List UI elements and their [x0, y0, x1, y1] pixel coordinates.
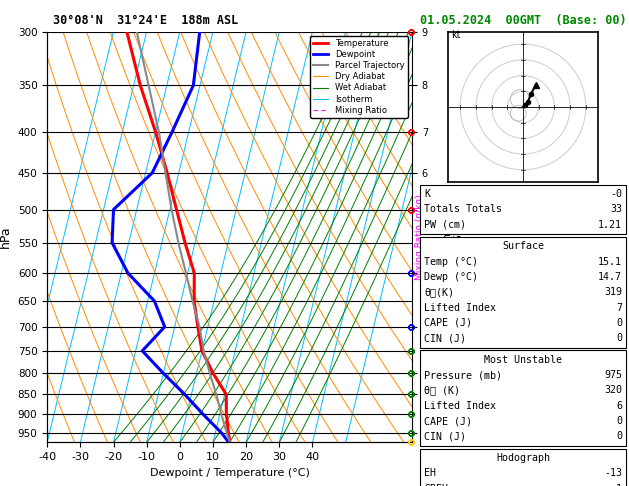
Text: θᴄ(K): θᴄ(K) — [424, 287, 454, 297]
Text: Mixing Ratio (g/kg): Mixing Ratio (g/kg) — [415, 194, 424, 280]
Text: 0: 0 — [616, 416, 622, 426]
Text: EH: EH — [424, 469, 436, 478]
Text: Lifted Index: Lifted Index — [424, 302, 496, 312]
Text: 15.1: 15.1 — [598, 257, 622, 267]
Text: Surface: Surface — [502, 242, 544, 251]
Text: SREH: SREH — [424, 484, 448, 486]
Y-axis label: km
ASL: km ASL — [442, 228, 464, 246]
X-axis label: Dewpoint / Temperature (°C): Dewpoint / Temperature (°C) — [150, 468, 309, 478]
Text: 7: 7 — [616, 302, 622, 312]
Text: 30°08'N  31°24'E  188m ASL: 30°08'N 31°24'E 188m ASL — [53, 14, 239, 27]
Text: CAPE (J): CAPE (J) — [424, 416, 472, 426]
Text: 319: 319 — [604, 287, 622, 297]
Text: Pressure (mb): Pressure (mb) — [424, 370, 502, 380]
Legend: Temperature, Dewpoint, Parcel Trajectory, Dry Adiabat, Wet Adiabat, Isotherm, Mi: Temperature, Dewpoint, Parcel Trajectory… — [310, 36, 408, 118]
Text: -13: -13 — [604, 469, 622, 478]
Text: 01.05.2024  00GMT  (Base: 00): 01.05.2024 00GMT (Base: 00) — [420, 14, 626, 27]
Text: 33: 33 — [610, 204, 622, 214]
Text: 14.7: 14.7 — [598, 272, 622, 282]
Text: Hodograph: Hodograph — [496, 453, 550, 463]
Text: © weatheronline.co.uk: © weatheronline.co.uk — [467, 469, 579, 479]
Text: CIN (J): CIN (J) — [424, 333, 466, 343]
Text: Lifted Index: Lifted Index — [424, 401, 496, 411]
Text: 0: 0 — [616, 333, 622, 343]
Text: 0: 0 — [616, 432, 622, 441]
Text: CIN (J): CIN (J) — [424, 432, 466, 441]
Y-axis label: hPa: hPa — [0, 226, 12, 248]
Text: 1: 1 — [616, 484, 622, 486]
Text: 320: 320 — [604, 385, 622, 396]
Text: kt: kt — [451, 30, 460, 40]
Text: K: K — [424, 189, 430, 199]
Text: Dewp (°C): Dewp (°C) — [424, 272, 478, 282]
Text: PW (cm): PW (cm) — [424, 220, 466, 230]
Text: CAPE (J): CAPE (J) — [424, 318, 472, 328]
Text: -0: -0 — [610, 189, 622, 199]
Text: Temp (°C): Temp (°C) — [424, 257, 478, 267]
Text: 6: 6 — [616, 401, 622, 411]
Text: 1.21: 1.21 — [598, 220, 622, 230]
Text: Most Unstable: Most Unstable — [484, 355, 562, 365]
Text: 0: 0 — [616, 318, 622, 328]
Text: θᴄ (K): θᴄ (K) — [424, 385, 460, 396]
Text: 975: 975 — [604, 370, 622, 380]
Text: Totals Totals: Totals Totals — [424, 204, 502, 214]
